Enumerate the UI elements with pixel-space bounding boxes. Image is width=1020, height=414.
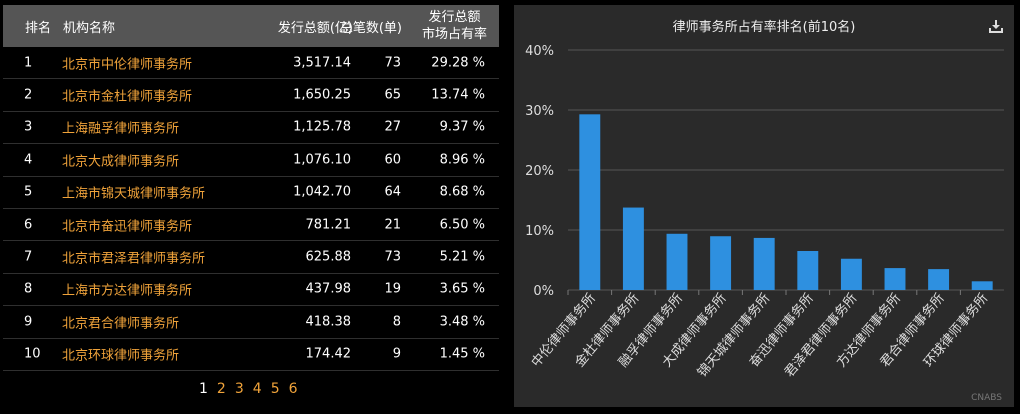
table-row: 2 北京市金杜律师事务所 1,650.25 65 13.74 %: [3, 79, 499, 112]
cell-amount: 1,042.70: [293, 184, 351, 200]
header-share: 发行总额 市场占有率: [422, 9, 487, 43]
cell-name-link[interactable]: 北京市奋迅律师事务所: [62, 219, 193, 235]
table-row: 1 北京市中伦律师事务所 3,517.14 73 29.28 %: [3, 47, 499, 80]
bar[interactable]: [622, 207, 644, 290]
table-row: 6 北京市奋迅律师事务所 781.21 21 6.50 %: [3, 209, 499, 242]
x-tick-label: 锦天城律师事务所: [694, 290, 773, 380]
cell-count: 64: [384, 184, 401, 200]
page-2-link[interactable]: 2: [216, 381, 226, 397]
cell-name-link[interactable]: 上海市锦天城律师事务所: [62, 186, 206, 202]
cell-amount: 781.21: [305, 217, 352, 233]
cell-count: 60: [384, 152, 401, 168]
page-1-link[interactable]: 1: [199, 381, 208, 397]
bar[interactable]: [928, 269, 950, 290]
pagination: 1 2 3 4 5 6: [199, 381, 298, 397]
download-icon[interactable]: [988, 18, 1004, 34]
cell-amount: 174.42: [305, 346, 352, 362]
header-name: 机构名称: [63, 20, 116, 36]
cell-count: 19: [384, 281, 401, 297]
table-row: 4 北京大成律师事务所 1,076.10 60 8.96 %: [3, 144, 499, 177]
cell-rank: 5: [24, 184, 33, 200]
cell-rank: 7: [24, 249, 33, 265]
cell-name-link[interactable]: 北京市君泽君律师事务所: [62, 251, 206, 267]
cell-rank: 9: [24, 314, 33, 330]
ranking-table: 排名 机构名称 发行总额(亿) 总笔数(单) 发行总额 市场占有率 1 北京市中…: [3, 0, 499, 414]
cell-rank: 6: [24, 217, 33, 233]
bar[interactable]: [971, 281, 993, 290]
chart-panel: 0% 10% 20% 30% 40% 中伦律师事务所 金杜律师事务所 融孚律师事务所 大成律师事…: [514, 5, 1014, 407]
cell-count: 73: [384, 55, 401, 71]
cell-count: 73: [384, 249, 401, 265]
cell-share: 1.45 %: [439, 346, 485, 362]
cell-name-link[interactable]: 上海市方达律师事务所: [62, 283, 193, 299]
cell-share: 8.68 %: [439, 184, 485, 200]
y-tick-label: 10%: [525, 224, 554, 239]
cell-share: 5.21 %: [439, 249, 485, 265]
cell-share: 8.96 %: [439, 152, 485, 168]
cell-share: 3.48 %: [439, 314, 485, 330]
header-count: 总笔数(单): [339, 20, 402, 36]
y-tick-label: 40%: [525, 44, 554, 59]
table-row: 8 上海市方达律师事务所 437.98 19 3.65 %: [3, 274, 499, 307]
cell-name-link[interactable]: 上海融孚律师事务所: [62, 121, 180, 137]
header-share-line1: 发行总额: [428, 10, 481, 25]
cell-rank: 2: [24, 87, 33, 103]
table-row: 5 上海市锦天城律师事务所 1,042.70 64 8.68 %: [3, 177, 499, 209]
page-4-link[interactable]: 4: [252, 381, 262, 397]
cell-rank: 10: [24, 346, 41, 362]
header-rank: 排名: [25, 20, 52, 36]
bar-chart: 0%10%20%30%40%中伦律师事务所金杜律师事务所融孚律师事务所大成律师事…: [525, 44, 1004, 380]
page-3-link[interactable]: 3: [234, 381, 244, 397]
bar[interactable]: [579, 114, 601, 290]
table-header: 排名 机构名称 发行总额(亿) 总笔数(单) 发行总额 市场占有率: [3, 5, 499, 47]
cell-rank: 3: [24, 119, 33, 135]
cell-amount: 437.98: [305, 281, 352, 297]
cell-rank: 4: [24, 152, 33, 168]
cell-amount: 3,517.14: [293, 55, 351, 71]
cell-name-link[interactable]: 北京市中伦律师事务所: [62, 57, 193, 73]
cell-count: 27: [384, 119, 401, 135]
cell-amount: 1,650.25: [293, 87, 351, 103]
y-tick-label: 20%: [525, 164, 554, 179]
bar[interactable]: [884, 268, 906, 290]
cell-amount: 1,076.10: [293, 152, 351, 168]
cell-count: 21: [384, 217, 401, 233]
cell-rank: 1: [24, 55, 33, 71]
header-share-line2: 市场占有率: [421, 27, 487, 42]
cell-name-link[interactable]: 北京君合律师事务所: [62, 316, 180, 332]
cell-amount: 625.88: [305, 249, 352, 265]
table-row: 7 北京市君泽君律师事务所 625.88 73 5.21 %: [3, 241, 499, 274]
header-amount: 发行总额(亿): [277, 20, 353, 36]
table-row: 10 北京环球律师事务所 174.42 9 1.45 %: [3, 339, 499, 371]
chart-credit: CNABS: [971, 393, 1002, 403]
bar[interactable]: [666, 233, 688, 290]
cell-count: 8: [392, 314, 401, 330]
bar[interactable]: [753, 237, 775, 290]
cell-share: 13.74 %: [431, 87, 485, 103]
cell-amount: 418.38: [305, 314, 352, 330]
bar[interactable]: [840, 258, 862, 290]
cell-name-link[interactable]: 北京环球律师事务所: [62, 348, 180, 364]
cell-amount: 1,125.78: [293, 119, 351, 135]
bar[interactable]: [710, 236, 732, 290]
page-5-link[interactable]: 5: [270, 381, 280, 397]
x-tick-label: 君泽君律师事务所: [781, 290, 860, 380]
cell-share: 9.37 %: [439, 119, 485, 135]
chart-title: 律师事务所占有率排名(前10名): [672, 20, 856, 35]
page-6-link[interactable]: 6: [288, 381, 298, 397]
cell-count: 65: [384, 87, 401, 103]
cell-share: 29.28 %: [431, 55, 485, 71]
bar[interactable]: [797, 251, 819, 290]
cell-share: 6.50 %: [439, 217, 485, 233]
cell-name-link[interactable]: 北京大成律师事务所: [62, 154, 180, 170]
y-tick-label: 0%: [533, 284, 554, 299]
table-row: 3 上海融孚律师事务所 1,125.78 27 9.37 %: [3, 112, 499, 145]
cell-rank: 8: [24, 281, 33, 297]
cell-count: 9: [392, 346, 401, 362]
cell-name-link[interactable]: 北京市金杜律师事务所: [62, 89, 193, 105]
y-tick-label: 30%: [525, 104, 554, 119]
table-body: 1 北京市中伦律师事务所 3,517.14 73 29.28 % 2 北京市金杜…: [3, 47, 499, 371]
cell-share: 3.65 %: [439, 281, 485, 297]
table-row: 9 北京君合律师事务所 418.38 8 3.48 %: [3, 306, 499, 339]
